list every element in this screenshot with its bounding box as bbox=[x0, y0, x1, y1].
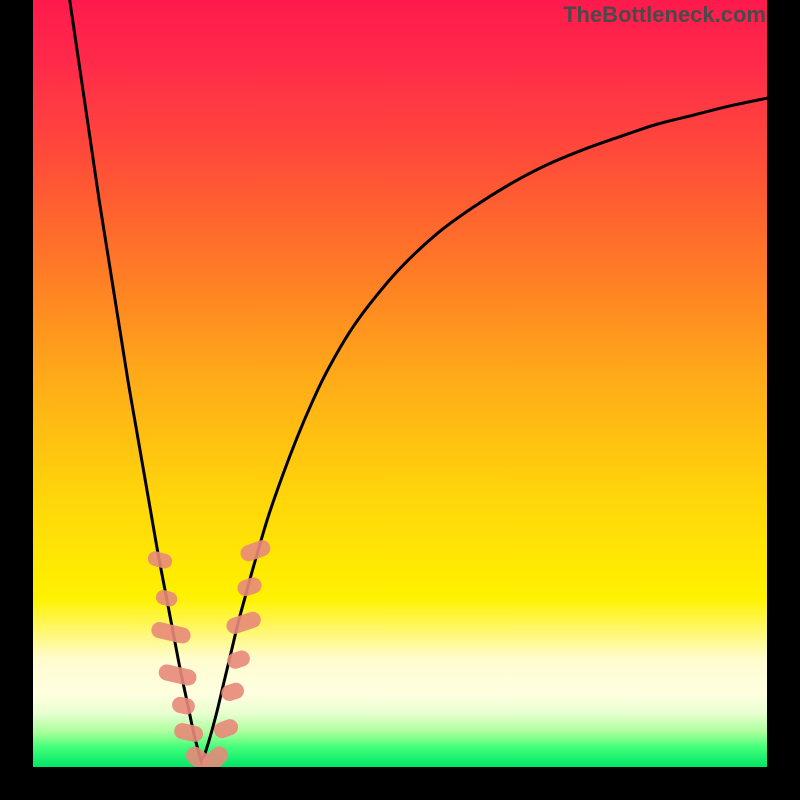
curve-marker bbox=[224, 610, 263, 636]
curve-marker bbox=[170, 695, 196, 716]
curve-marker bbox=[157, 663, 198, 687]
curve-marker bbox=[235, 575, 263, 598]
curve-marker bbox=[225, 648, 252, 670]
curve-segment bbox=[202, 98, 767, 763]
bottleneck-chart bbox=[33, 0, 767, 767]
curve-marker bbox=[146, 550, 174, 571]
curve-marker bbox=[154, 588, 179, 608]
chart-root: TheBottleneck.com bbox=[0, 0, 800, 800]
curve-marker bbox=[173, 722, 205, 744]
watermark-text: TheBottleneck.com bbox=[563, 2, 766, 28]
curve-segment bbox=[70, 0, 202, 763]
plot-area bbox=[33, 0, 767, 767]
